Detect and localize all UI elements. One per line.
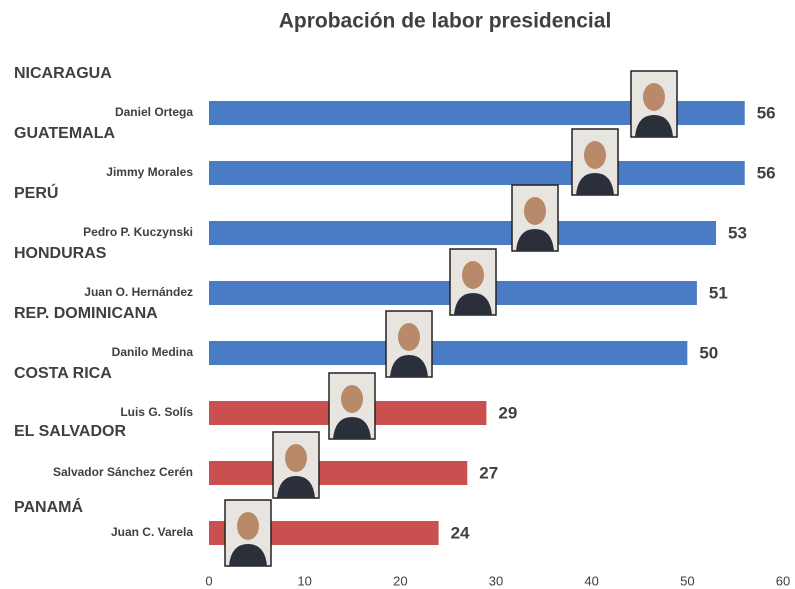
y-tick-label: Juan O. Hernández: [84, 285, 193, 299]
country-label: PERÚ: [14, 183, 58, 202]
country-label: NICARAGUA: [14, 65, 112, 82]
value-label: 29: [498, 403, 517, 422]
y-tick-label: Luis G. Solís: [120, 405, 193, 419]
bar: [209, 341, 688, 365]
portrait-body: [454, 293, 492, 315]
portrait: [385, 310, 433, 378]
portrait-body: [576, 173, 614, 195]
country-label: EL SALVADOR: [14, 423, 126, 440]
chart-title: Aprobación de labor presidencial: [279, 10, 612, 33]
y-tick-label: Pedro P. Kuczynski: [83, 225, 193, 239]
value-label: 50: [699, 343, 718, 362]
portrait-body: [229, 544, 267, 566]
portrait-head: [237, 512, 259, 540]
portrait-head: [285, 444, 307, 472]
portrait: [272, 431, 320, 499]
x-tick-label: 50: [680, 573, 694, 588]
y-tick-label: Juan C. Varela: [111, 525, 193, 539]
portrait-head: [462, 261, 484, 289]
country-label: COSTA RICA: [14, 365, 112, 382]
portrait-head: [398, 323, 420, 351]
country-label: HONDURAS: [14, 245, 107, 262]
portrait: [449, 248, 497, 316]
y-tick-label: Salvador Sánchez Cerén: [53, 465, 193, 479]
x-tick-label: 10: [297, 573, 311, 588]
value-label: 56: [757, 163, 776, 182]
x-tick-label: 20: [393, 573, 407, 588]
portrait: [511, 184, 559, 252]
x-tick-label: 60: [776, 573, 790, 588]
x-tick-label: 0: [205, 573, 212, 588]
portrait-body: [635, 115, 673, 137]
portrait-head: [584, 141, 606, 169]
bar: [209, 161, 745, 185]
value-label: 24: [451, 523, 470, 542]
country-label: REP. DOMINICANA: [14, 305, 158, 322]
portrait: [328, 372, 376, 440]
portrait-body: [390, 355, 428, 377]
country-label: GUATEMALA: [14, 125, 115, 142]
bar: [209, 221, 717, 245]
portrait-head: [341, 385, 363, 413]
x-tick-label: 40: [584, 573, 598, 588]
portrait: [224, 499, 272, 567]
portrait: [630, 70, 678, 138]
portrait: [571, 128, 619, 196]
bar: [209, 461, 468, 485]
value-label: 53: [728, 223, 747, 242]
y-tick-label: Jimmy Morales: [106, 165, 193, 179]
value-label: 56: [757, 103, 776, 122]
portrait-body: [277, 476, 315, 498]
country-label: PANAMÁ: [14, 497, 83, 516]
x-tick-label: 30: [489, 573, 503, 588]
portrait-body: [333, 417, 371, 439]
value-label: 51: [709, 283, 728, 302]
portrait-head: [524, 197, 546, 225]
value-label: 27: [479, 463, 498, 482]
portrait-head: [643, 83, 665, 111]
y-tick-label: Daniel Ortega: [115, 105, 193, 119]
y-tick-label: Danilo Medina: [112, 345, 194, 359]
portrait-body: [516, 229, 554, 251]
